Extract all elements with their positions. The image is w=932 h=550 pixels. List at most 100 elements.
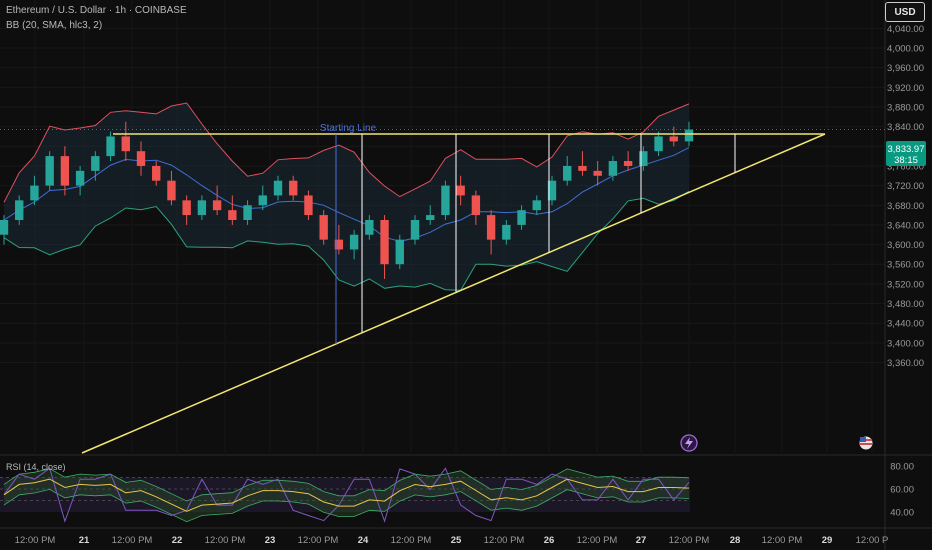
candle-body (563, 165, 572, 181)
time-tick-label: 12:00 PM (205, 535, 246, 546)
price-tick-label: 3,520.00 (887, 279, 924, 290)
support-trendline (81, 133, 826, 454)
bar-countdown: 38:15 (894, 155, 918, 166)
candle-body (152, 165, 161, 181)
candle-body (623, 161, 633, 166)
rsi-ma-line (3, 478, 690, 512)
rsi-legend: RSI (14, close) (6, 462, 66, 472)
price-tick-label: 4,000.00 (887, 44, 924, 55)
lower-band (3, 190, 690, 291)
chart-title: Ethereum / U.S. Dollar · 1h · COINBASE (6, 5, 187, 16)
candle-body (289, 180, 298, 196)
currency-button[interactable]: USD (885, 2, 925, 22)
candle-body (30, 185, 39, 201)
time-tick-label: 22 (172, 535, 183, 546)
candle-body (212, 200, 222, 211)
price-tick-label: 3,640.00 (887, 220, 924, 231)
rsi-line (3, 467, 690, 523)
candle-body (167, 180, 176, 201)
time-tick-label: 28 (730, 535, 741, 546)
price-tick-label: 3,360.00 (887, 358, 924, 369)
candle-body (395, 239, 404, 265)
time-tick-label: 12:00 PM (391, 535, 432, 546)
candle-body (121, 136, 130, 152)
candle-body (228, 210, 237, 220)
candle-body (243, 205, 252, 220)
candle-body (304, 195, 313, 216)
price-tick-label: 3,600.00 (887, 240, 924, 251)
candlesticks (0, 121, 694, 279)
time-tick-label: 12:00 PM (298, 535, 339, 546)
price-tick-label: 4,040.00 (887, 24, 924, 35)
price-tick-label: 3,480.00 (887, 299, 924, 310)
candle-body (349, 234, 359, 250)
candle-body (441, 185, 450, 216)
time-tick-label: 12:00 PM (577, 535, 618, 546)
candle-body (365, 219, 374, 235)
time-tick-label: 12:00 P (856, 535, 889, 546)
us-flag-icon[interactable] (859, 436, 873, 450)
rsi-bb-upper (3, 468, 690, 502)
rsi-tick-label: 40.00 (890, 508, 914, 519)
candle-body (75, 170, 85, 186)
candle-body (639, 151, 648, 166)
candle-body (273, 180, 283, 196)
candle-body (578, 165, 587, 171)
candle-body (471, 195, 481, 216)
candle-body (0, 219, 9, 235)
basis-line (3, 147, 690, 242)
candle-body (608, 161, 618, 176)
price-axis[interactable]: 4,040.00 4,000.00 3,960.00 3,920.00 3,880.00… (887, 24, 924, 369)
time-tick-label: 23 (265, 535, 276, 546)
candle-body (258, 195, 267, 206)
rsi-bb-fill (4, 468, 689, 522)
time-tick-label: 21 (79, 535, 90, 546)
candle-body (517, 210, 526, 225)
candle-body (334, 239, 344, 250)
candle-body (197, 200, 207, 216)
price-tick-label: 3,400.00 (887, 338, 924, 349)
last-price-label: 3,833.97 38:15 (886, 141, 926, 166)
candle-body (410, 219, 420, 240)
time-tick-label: 12:00 PM (762, 535, 803, 546)
candle-body (532, 200, 541, 211)
time-tick-label: 24 (358, 535, 369, 546)
candle-body (15, 200, 24, 220)
candle-body (486, 215, 496, 240)
candle-body (654, 136, 663, 152)
candle-body (547, 180, 557, 201)
price-tick-label: 3,960.00 (887, 63, 924, 74)
last-price-value: 3,833.97 (888, 144, 925, 155)
time-tick-label: 25 (451, 535, 462, 546)
price-tick-label: 3,560.00 (887, 260, 924, 271)
lightning-icon[interactable] (680, 434, 698, 452)
pattern-lines (0, 129, 885, 454)
price-tick-label: 3,840.00 (887, 122, 924, 133)
indicator-legend: BB (20, SMA, hlc3, 2) (6, 20, 103, 31)
starting-line-label: Starting Line (320, 123, 377, 134)
rsi-tick-label: 80.00 (890, 462, 914, 473)
candle-body (91, 156, 100, 171)
candle-body (136, 151, 146, 166)
rsi-pane: 80.00 60.00 40.00 (0, 462, 914, 523)
candle-body (669, 136, 678, 142)
time-tick-label: 12:00 PM (112, 535, 153, 546)
candle-body (380, 219, 389, 265)
candle-body (45, 156, 54, 186)
candle-body (684, 129, 694, 142)
rsi-bb-lower (3, 488, 690, 523)
candle-body (502, 224, 511, 240)
price-tick-label: 3,440.00 (887, 319, 924, 330)
time-axis[interactable]: 12:00 PM 21 12:00 PM 22 12:00 PM 23 12:00 PM 24… (15, 535, 889, 546)
candle-body (456, 185, 465, 196)
candle-body (593, 170, 602, 176)
time-tick-label: 12:00 PM (15, 535, 56, 546)
price-tick-label: 3,680.00 (887, 201, 924, 212)
time-tick-label: 26 (544, 535, 555, 546)
candle-body (426, 215, 435, 220)
time-tick-label: 29 (822, 535, 833, 546)
candle-body (182, 200, 191, 216)
price-tick-label: 3,760.00 (887, 161, 924, 172)
